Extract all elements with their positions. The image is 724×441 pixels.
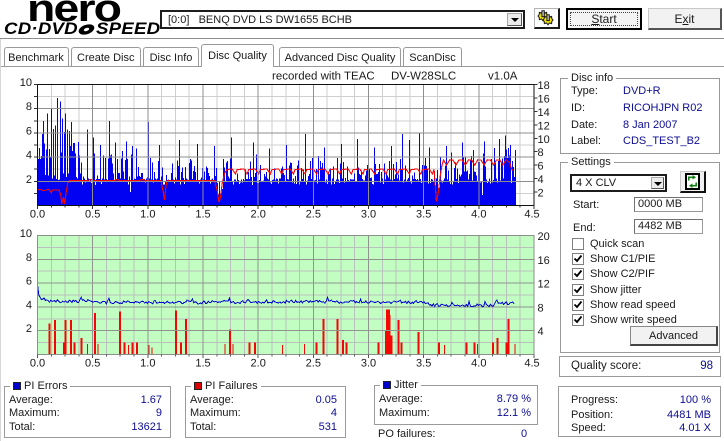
svg-text:8: 8 <box>26 252 32 264</box>
svg-text:10: 10 <box>538 134 550 146</box>
svg-text:4: 4 <box>538 326 544 338</box>
svg-text:6: 6 <box>26 276 32 288</box>
svg-text:20: 20 <box>538 231 550 243</box>
svg-text:1.5: 1.5 <box>195 358 210 370</box>
svg-text:10: 10 <box>20 228 32 240</box>
svg-text:0.5: 0.5 <box>85 209 100 221</box>
svg-text:3.0: 3.0 <box>361 209 376 221</box>
svg-text:3.5: 3.5 <box>416 209 431 221</box>
svg-text:2.0: 2.0 <box>251 358 266 370</box>
svg-text:4: 4 <box>26 150 32 162</box>
svg-text:1.5: 1.5 <box>195 209 210 221</box>
svg-text:12: 12 <box>538 120 550 132</box>
svg-text:v1.0A: v1.0A <box>488 71 518 83</box>
svg-text:14: 14 <box>538 107 550 119</box>
svg-text:6: 6 <box>26 125 32 137</box>
svg-text:3.0: 3.0 <box>361 358 376 370</box>
svg-text:0.0: 0.0 <box>30 209 45 221</box>
svg-text:0.0: 0.0 <box>30 358 45 370</box>
svg-text:10: 10 <box>20 77 32 89</box>
svg-text:12: 12 <box>538 279 550 291</box>
svg-text:2.5: 2.5 <box>306 209 321 221</box>
svg-text:16: 16 <box>538 255 550 267</box>
svg-text:2: 2 <box>538 188 544 200</box>
svg-text:4.0: 4.0 <box>471 209 486 221</box>
svg-text:8: 8 <box>538 147 544 159</box>
svg-text:2.5: 2.5 <box>306 358 321 370</box>
svg-text:4: 4 <box>538 174 544 186</box>
svg-text:1.0: 1.0 <box>140 358 155 370</box>
svg-text:1.0: 1.0 <box>140 209 155 221</box>
svg-text:4: 4 <box>26 299 32 311</box>
svg-text:4.5: 4.5 <box>524 209 539 221</box>
svg-text:2.0: 2.0 <box>251 209 266 221</box>
svg-text:18: 18 <box>538 80 550 92</box>
svg-text:8: 8 <box>538 302 544 314</box>
svg-text:2: 2 <box>26 323 32 335</box>
svg-text:4.5: 4.5 <box>524 358 539 370</box>
svg-text:16: 16 <box>538 93 550 105</box>
svg-text:4.0: 4.0 <box>471 358 486 370</box>
svg-text:6: 6 <box>538 161 544 173</box>
svg-text:8: 8 <box>26 101 32 113</box>
svg-text:0.5: 0.5 <box>85 358 100 370</box>
svg-text:recorded with TEAC: recorded with TEAC <box>272 71 375 83</box>
svg-text:DV-W28SLC: DV-W28SLC <box>391 71 456 83</box>
svg-text:3.5: 3.5 <box>416 358 431 370</box>
svg-text:2: 2 <box>26 174 32 186</box>
